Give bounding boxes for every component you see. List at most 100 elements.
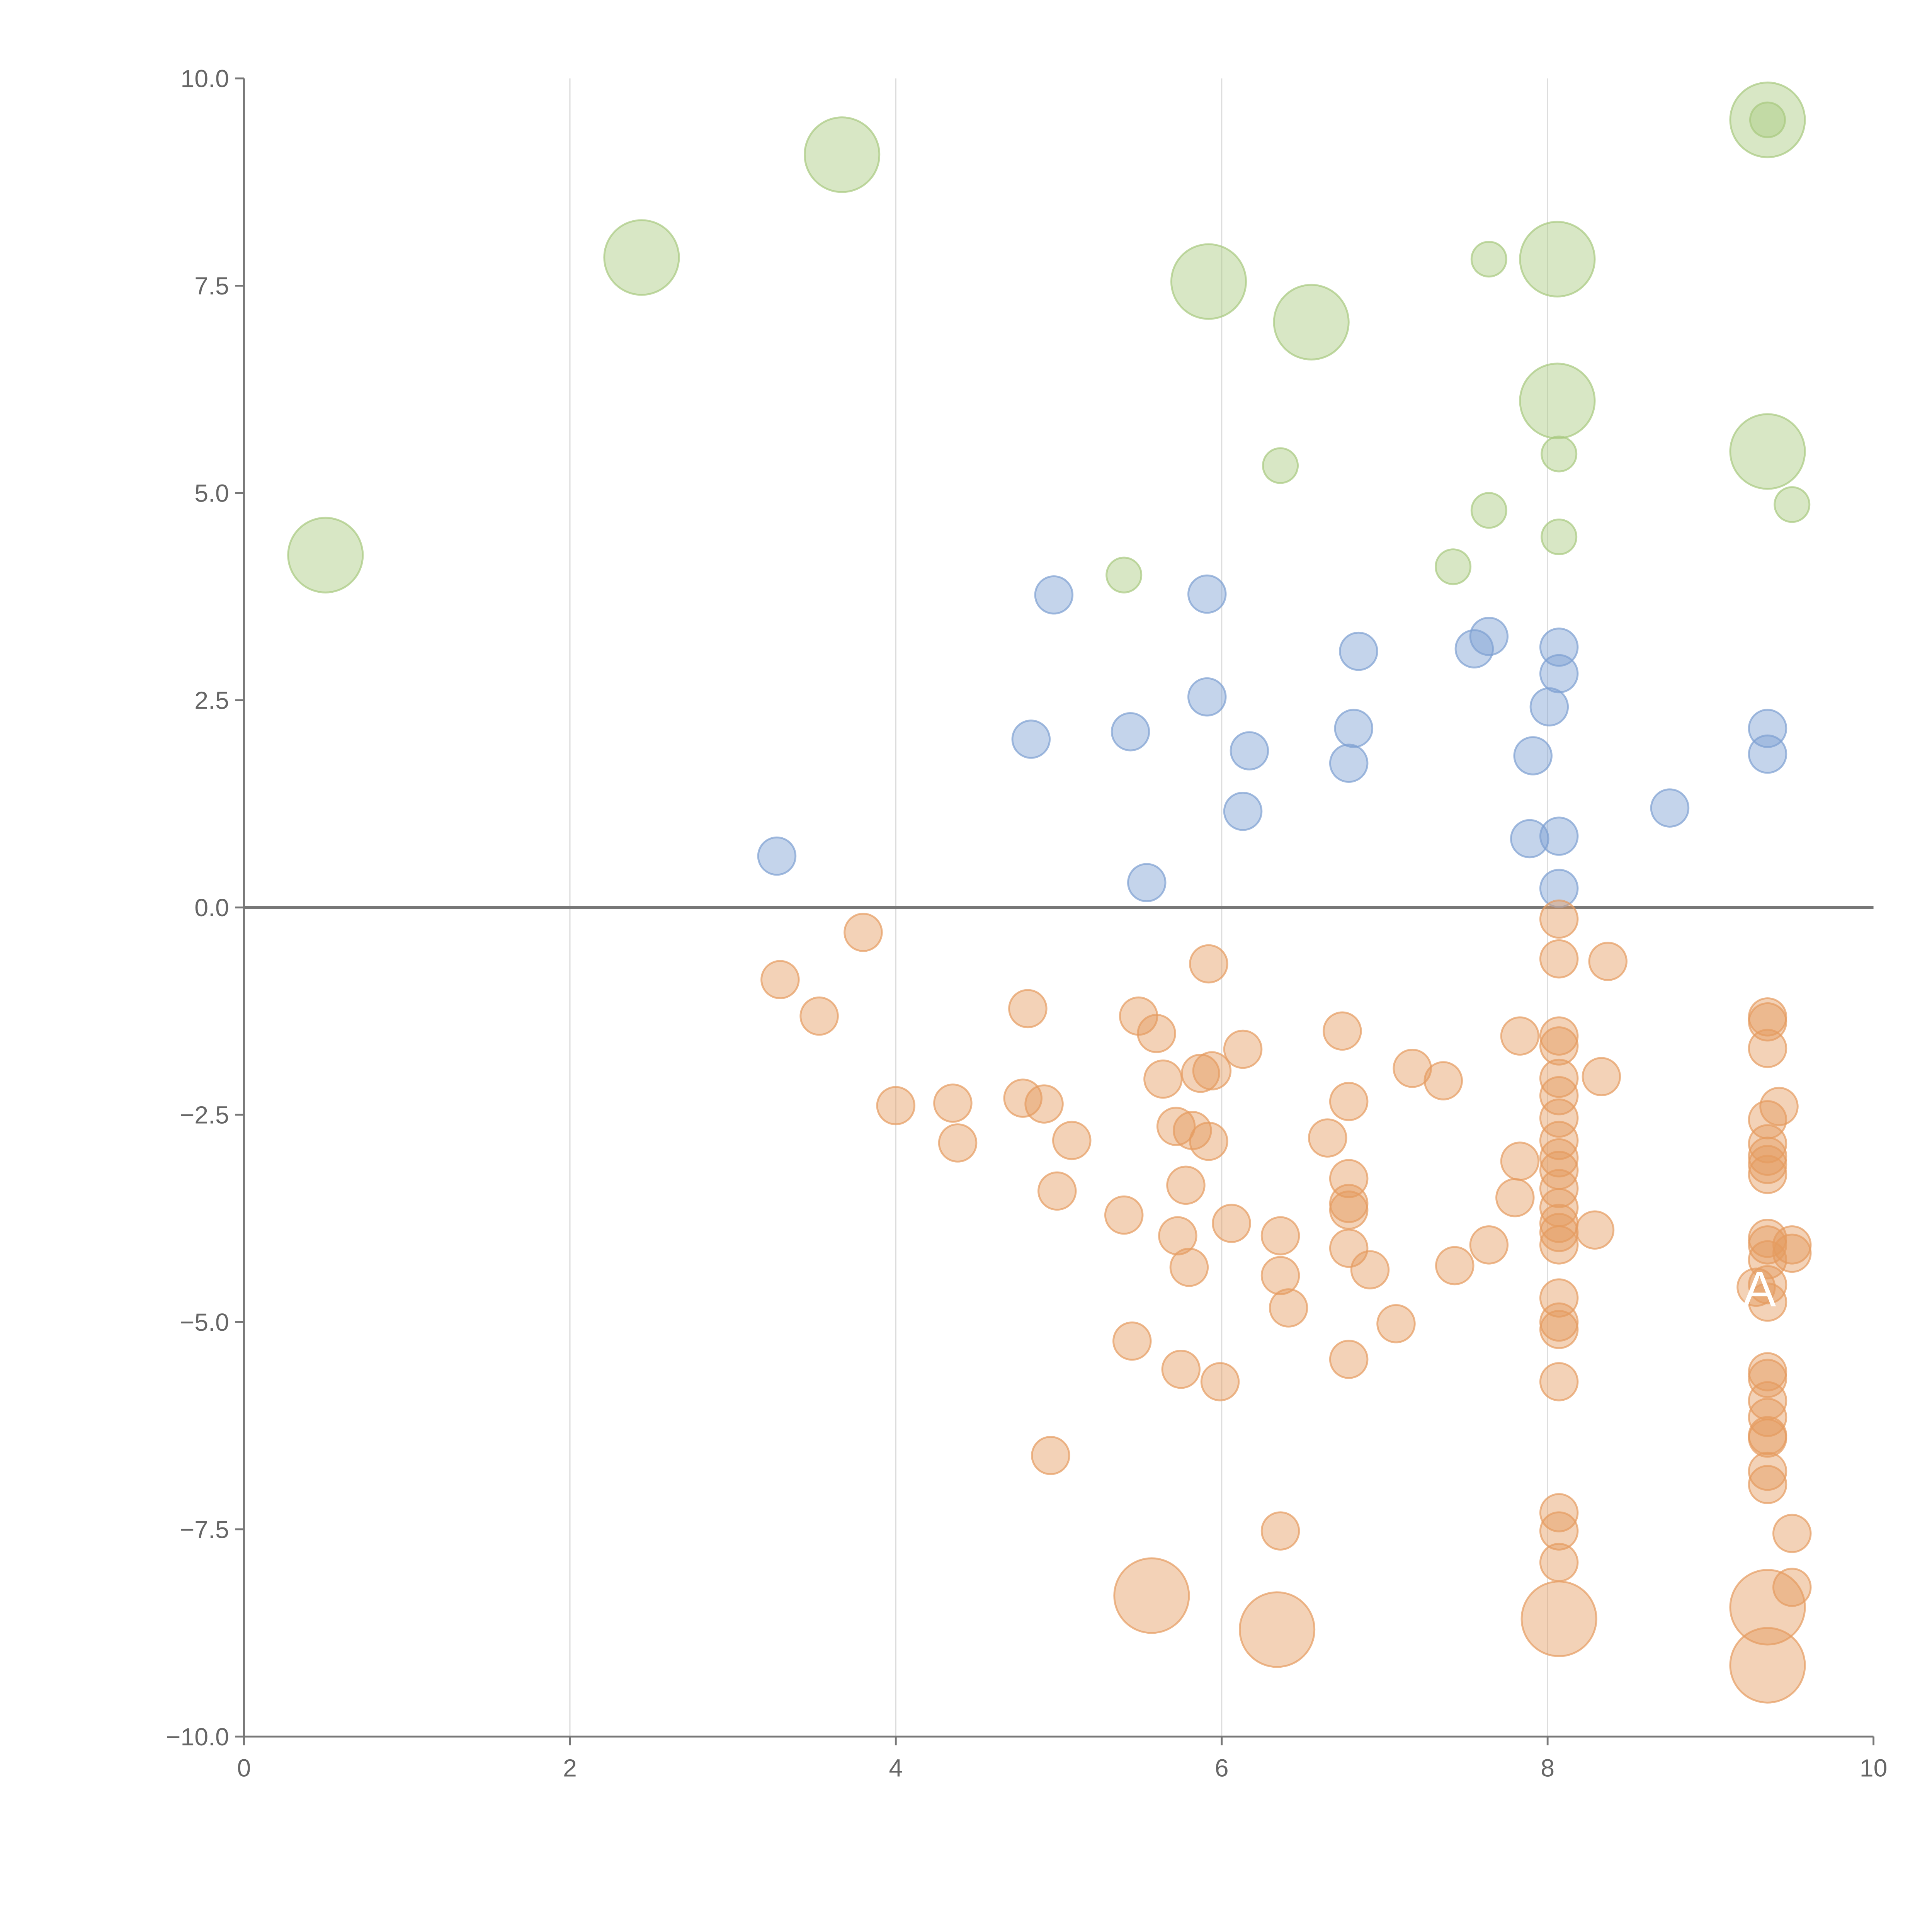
- green-point: [1105, 556, 1143, 594]
- orange-point: [1037, 1171, 1077, 1211]
- orange-point: [1772, 1568, 1812, 1607]
- orange-point: [1166, 1165, 1206, 1205]
- orange-point: [1181, 1053, 1220, 1093]
- orange-point: [1329, 1228, 1369, 1268]
- orange-point: [1031, 1436, 1070, 1475]
- orange-point: [1772, 1233, 1812, 1273]
- green-point: [1541, 518, 1578, 556]
- green-point: [1273, 284, 1350, 361]
- green-point: [1729, 82, 1806, 158]
- orange-point: [1008, 989, 1048, 1029]
- orange-point: [1137, 1014, 1176, 1053]
- blue-point: [1230, 731, 1269, 770]
- y-tick-label: −5.0: [180, 1308, 229, 1336]
- orange-point: [1748, 1265, 1787, 1304]
- green-point: [1519, 221, 1596, 298]
- blue-point: [1748, 734, 1787, 774]
- green-point: [1470, 492, 1507, 529]
- blue-point: [1469, 617, 1509, 656]
- orange-point: [1212, 1204, 1251, 1243]
- data-points: [287, 82, 1812, 1704]
- orange-point: [1748, 1359, 1787, 1398]
- blue-point: [1513, 736, 1553, 776]
- blue-point: [1127, 863, 1167, 902]
- orange-point: [1169, 1248, 1209, 1287]
- orange-point: [1748, 1124, 1787, 1163]
- x-tick-label: 8: [1541, 1754, 1554, 1782]
- orange-point: [1323, 1011, 1362, 1051]
- orange-point: [844, 913, 883, 952]
- orange-point: [1260, 1256, 1300, 1295]
- orange-point: [1539, 1058, 1579, 1098]
- orange-point: [1161, 1349, 1201, 1389]
- orange-point: [1143, 1059, 1183, 1099]
- green-point: [804, 116, 881, 193]
- y-tick-label: −10.0: [166, 1723, 229, 1751]
- grid-lines: [244, 78, 1874, 1737]
- orange-point: [1158, 1216, 1197, 1255]
- green-point: [1729, 413, 1806, 490]
- x-tick-label: 6: [1215, 1754, 1229, 1782]
- orange-point: [1729, 1569, 1806, 1646]
- orange-point: [1350, 1250, 1390, 1289]
- y-tick-label: −7.5: [180, 1515, 229, 1543]
- orange-point: [1582, 1057, 1621, 1097]
- orange-point: [1772, 1514, 1812, 1553]
- orange-point: [1539, 1310, 1579, 1349]
- orange-point: [1192, 1051, 1232, 1091]
- green-point: [1262, 447, 1299, 484]
- orange-point: [760, 960, 800, 999]
- y-tick-label: 7.5: [194, 272, 229, 300]
- green-point: [287, 517, 364, 594]
- orange-point: [1539, 1098, 1579, 1138]
- orange-point: [1112, 1321, 1152, 1361]
- orange-point: [1748, 1029, 1787, 1068]
- orange-point: [1423, 1061, 1463, 1100]
- orange-point: [1269, 1288, 1308, 1328]
- x-tick-label: 4: [889, 1754, 903, 1782]
- orange-point: [1539, 899, 1579, 939]
- green-point: [1435, 548, 1472, 585]
- orange-point: [1539, 1278, 1579, 1318]
- green-point: [1749, 101, 1786, 138]
- orange-point: [1500, 1141, 1540, 1181]
- x-tick-label: 10: [1860, 1754, 1888, 1782]
- orange-point: [1539, 1543, 1579, 1582]
- blue-point: [1223, 791, 1263, 831]
- green-point: [1470, 241, 1507, 278]
- orange-point: [1748, 1145, 1787, 1184]
- orange-point: [1469, 1225, 1509, 1265]
- orange-point: [1772, 1225, 1812, 1265]
- y-tick-label: 0.0: [194, 894, 229, 922]
- orange-point: [1113, 1557, 1190, 1634]
- blue-point: [1539, 654, 1579, 694]
- green-point: [1519, 362, 1596, 439]
- blue-point: [1187, 677, 1227, 717]
- x-tick-label: 0: [237, 1754, 251, 1782]
- y-tick-label: 5.0: [194, 479, 229, 507]
- orange-point: [1539, 1121, 1579, 1160]
- orange-point: [1539, 1138, 1579, 1178]
- axes: 0 2 4 6 8 10 10.0 7.5 5.0 2.5 0.0 −2.5 −5.0 −7.5 −10.0: [166, 65, 1888, 1782]
- orange-point: [1748, 1225, 1787, 1265]
- orange-point: [1539, 1016, 1579, 1056]
- orange-point: [876, 1086, 916, 1126]
- blue-point: [757, 836, 797, 876]
- orange-point: [1748, 1282, 1787, 1322]
- blue-point: [1539, 816, 1579, 856]
- orange-point: [1260, 1216, 1300, 1255]
- blue-point: [1329, 743, 1369, 783]
- blue-point: [1510, 819, 1549, 859]
- orange-point: [1748, 1451, 1787, 1491]
- orange-point: [1024, 1084, 1064, 1124]
- orange-point: [1539, 1076, 1579, 1116]
- orange-point: [1539, 1213, 1579, 1252]
- orange-point: [1223, 1029, 1263, 1069]
- orange-point: [1200, 1362, 1240, 1401]
- orange-point: [1260, 1511, 1300, 1551]
- orange-point: [1156, 1107, 1196, 1146]
- orange-point: [1539, 1511, 1579, 1551]
- orange-point: [1588, 942, 1628, 981]
- orange-point: [1748, 1418, 1787, 1458]
